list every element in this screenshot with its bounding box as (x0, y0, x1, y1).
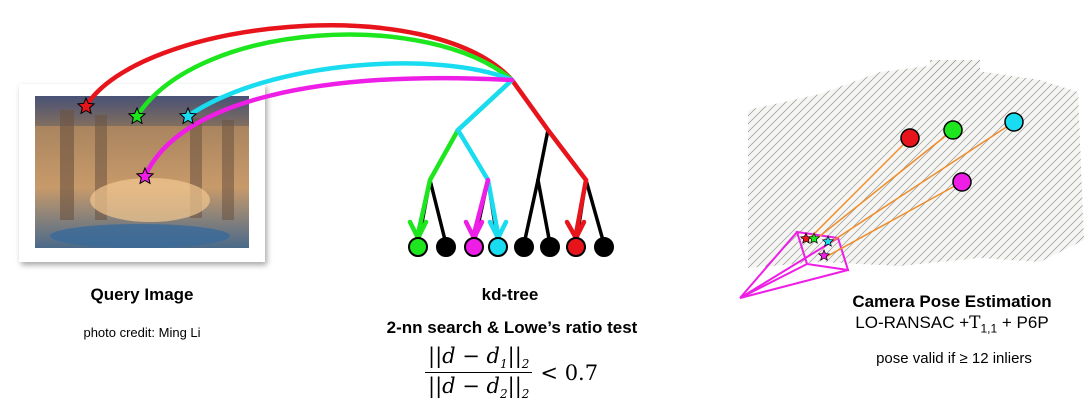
leaf-magenta (464, 237, 484, 257)
star-cyan (178, 106, 198, 125)
formula-den-sub: 2 (499, 387, 508, 402)
pose-method: LO-RANSAC +T1,1 + P6P (855, 313, 1048, 335)
pose-method-t-sub: 1,1 (980, 321, 998, 336)
kd-tree-title: kd-tree (481, 285, 539, 304)
star-red (76, 96, 96, 115)
search-label: 2-nn search & Lowe’s ratio test (386, 318, 638, 337)
leaf-black (594, 237, 614, 257)
formula-relation: < 0.7 (540, 360, 599, 385)
formula-num-a: ||d − d (428, 344, 500, 368)
leaf-cyan (488, 237, 508, 257)
leaf-black (436, 237, 456, 257)
leaf-black (514, 237, 534, 257)
projection-rays (807, 121, 1015, 259)
point3d-magenta (952, 172, 972, 192)
query-image-title: Query Image (90, 285, 194, 304)
query-feature-stars (76, 96, 198, 185)
pose-method-b: + P6P (997, 313, 1049, 332)
point-cloud (748, 60, 1084, 268)
formula-den-a: ||d − d (428, 374, 500, 399)
point3d-green (943, 120, 963, 140)
point3d-cyan (1004, 112, 1024, 132)
pose-method-t: T (969, 313, 981, 333)
pose-validity: pose valid if ≥ 12 inliers (876, 350, 1032, 367)
formula-den-b: || (507, 374, 522, 399)
photo-credit: photo credit: Ming Li (83, 325, 201, 340)
star-magenta (135, 166, 155, 185)
kd-tree-leaves (408, 237, 614, 257)
camera-frustum (739, 230, 850, 299)
camera-feature-stars (799, 232, 835, 261)
leaf-green (408, 237, 428, 257)
formula-num-sub: 1 (499, 357, 508, 372)
pose-method-a: LO-RANSAC + (855, 313, 970, 332)
ratio-test-formula: ||d − d1||2 ||d − d2||2 < 0.7 (425, 344, 598, 401)
pose-title: Camera Pose Estimation (852, 292, 1052, 311)
formula-den-sub2: 2 (521, 387, 530, 402)
formula-num-sub2: 2 (521, 357, 530, 372)
formula-num-b: || (507, 344, 522, 368)
leaf-red (566, 237, 586, 257)
kd-tree-edges (416, 78, 606, 246)
point3d-red (900, 128, 920, 148)
star-green (127, 106, 147, 125)
leaf-black (540, 237, 560, 257)
